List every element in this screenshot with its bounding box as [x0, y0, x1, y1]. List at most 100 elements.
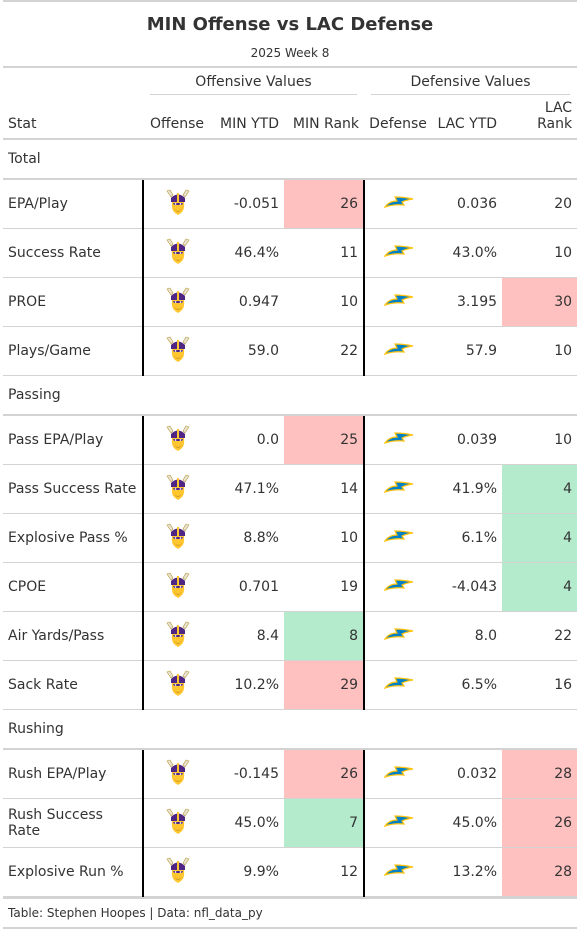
table-row: PROE 0.947 10 3.195 30	[3, 277, 578, 327]
defense-logo	[363, 414, 433, 465]
min-rank-value: 26	[284, 178, 365, 229]
table-subtitle: 2025 Week 8	[3, 40, 577, 68]
table-row: Sack Rate 10.2% 29 6.5% 16	[3, 660, 578, 710]
vikings-helmet-logo-icon	[165, 237, 191, 269]
chargers-bolt-logo-icon	[383, 814, 414, 832]
spanner-defensive-values: Defensive Values	[364, 68, 577, 100]
min-ytd-value: 59.0	[211, 326, 284, 376]
min-rank-value: 12	[284, 847, 365, 897]
table-row: Explosive Run % 9.9% 12 13.2% 28	[3, 847, 578, 897]
vikings-helmet-logo-icon	[165, 620, 191, 652]
chargers-bolt-logo-icon	[383, 676, 414, 694]
stat-name: CPOE	[3, 562, 143, 612]
defense-logo	[363, 277, 433, 327]
lac-rank-value: 20	[502, 178, 578, 229]
defense-logo	[363, 326, 433, 376]
col-header-min-ytd: MIN YTD	[211, 100, 284, 140]
min-rank-value: 7	[284, 798, 365, 848]
min-ytd-value: 0.0	[211, 414, 284, 465]
offense-logo	[142, 660, 211, 710]
min-ytd-value: 9.9%	[211, 847, 284, 897]
defense-logo	[363, 798, 433, 848]
lac-rank-value: 22	[502, 611, 578, 661]
stat-name: Air Yards/Pass	[3, 611, 143, 661]
table-row: Pass Success Rate 47.1% 14 41.9% 4	[3, 464, 578, 514]
chargers-bolt-logo-icon	[383, 627, 414, 645]
min-ytd-value: -0.051	[211, 178, 284, 229]
table-row: Plays/Game 59.0 22 57.9 10	[3, 326, 578, 376]
defense-logo	[363, 464, 433, 514]
min-rank-value: 29	[284, 660, 365, 710]
chargers-bolt-logo-icon	[383, 863, 414, 881]
offense-logo	[142, 611, 211, 661]
lac-rank-value: 30	[502, 277, 578, 327]
chargers-bolt-logo-icon	[383, 342, 414, 360]
vikings-helmet-logo-icon	[165, 807, 191, 839]
chargers-bolt-logo-icon	[383, 293, 414, 311]
offense-logo	[142, 847, 211, 897]
group-label: Total	[3, 139, 578, 180]
min-ytd-value: 0.701	[211, 562, 284, 612]
lac-ytd-value: 3.195	[432, 277, 503, 327]
lac-rank-value: 4	[502, 464, 578, 514]
vikings-helmet-logo-icon	[165, 669, 191, 701]
min-rank-value: 10	[284, 513, 365, 563]
table-row: CPOE 0.701 19 -4.043 4	[3, 562, 578, 612]
vikings-helmet-logo-icon	[165, 424, 191, 456]
lac-ytd-value: 8.0	[432, 611, 503, 661]
stat-name: Success Rate	[3, 228, 143, 278]
defense-logo	[363, 660, 433, 710]
min-rank-value: 11	[284, 228, 365, 278]
col-header-lac-ytd: LAC YTD	[432, 100, 503, 140]
table-footer: Table: Stephen Hoopes | Data: nfl_data_p…	[3, 897, 577, 929]
col-header-defense: Defense	[364, 100, 433, 140]
table-row: EPA/Play -0.051 26 0.036 20	[3, 178, 578, 229]
stat-name: Plays/Game	[3, 326, 143, 376]
offense-logo	[142, 562, 211, 612]
defense-logo	[363, 178, 433, 229]
defense-logo	[363, 611, 433, 661]
min-ytd-value: 0.947	[211, 277, 284, 327]
vikings-helmet-logo-icon	[165, 335, 191, 367]
spanner-offensive-values: Offensive Values	[143, 68, 364, 100]
offense-logo	[142, 326, 211, 376]
stat-name: PROE	[3, 277, 143, 327]
lac-ytd-value: 0.032	[432, 748, 503, 799]
stat-name: Rush EPA/Play	[3, 748, 143, 799]
vikings-helmet-logo-icon	[165, 522, 191, 554]
chargers-bolt-logo-icon	[383, 431, 414, 449]
defense-logo	[363, 513, 433, 563]
comparison-table: Offensive Values Defensive Values Stat O…	[3, 68, 578, 897]
min-rank-value: 25	[284, 414, 365, 465]
offense-logo	[142, 798, 211, 848]
defense-logo	[363, 562, 433, 612]
table-row: Air Yards/Pass 8.4 8 8.0 22	[3, 611, 578, 661]
offense-logo	[142, 178, 211, 229]
vikings-helmet-logo-icon	[165, 188, 191, 220]
lac-ytd-value: 43.0%	[432, 228, 503, 278]
min-ytd-value: 47.1%	[211, 464, 284, 514]
table-row: Success Rate 46.4% 11 43.0% 10	[3, 228, 578, 278]
offense-logo	[142, 513, 211, 563]
defense-logo	[363, 228, 433, 278]
group-label: Passing	[3, 375, 578, 416]
stats-table-container: MIN Offense vs LAC Defense 2025 Week 8 O…	[3, 0, 578, 929]
table-body: Total EPA/Play -0.051 26 0.036 20 Success Rate…	[3, 139, 578, 897]
min-ytd-value: -0.145	[211, 748, 284, 799]
min-ytd-value: 8.8%	[211, 513, 284, 563]
lac-rank-value: 10	[502, 414, 578, 465]
col-header-min-rank: MIN Rank	[284, 100, 365, 140]
vikings-helmet-logo-icon	[165, 473, 191, 505]
lac-ytd-value: 57.9	[432, 326, 503, 376]
table-row: Rush EPA/Play -0.145 26 0.032 28	[3, 748, 578, 799]
table-row: Explosive Pass % 8.8% 10 6.1% 4	[3, 513, 578, 563]
lac-rank-value: 28	[502, 748, 578, 799]
lac-ytd-value: 6.1%	[432, 513, 503, 563]
lac-rank-value: 4	[502, 562, 578, 612]
vikings-helmet-logo-icon	[165, 856, 191, 888]
stat-name: Explosive Pass %	[3, 513, 143, 563]
defense-logo	[363, 847, 433, 897]
chargers-bolt-logo-icon	[383, 529, 414, 547]
group-row-rushing: Rushing	[3, 709, 578, 750]
chargers-bolt-logo-icon	[383, 195, 414, 213]
